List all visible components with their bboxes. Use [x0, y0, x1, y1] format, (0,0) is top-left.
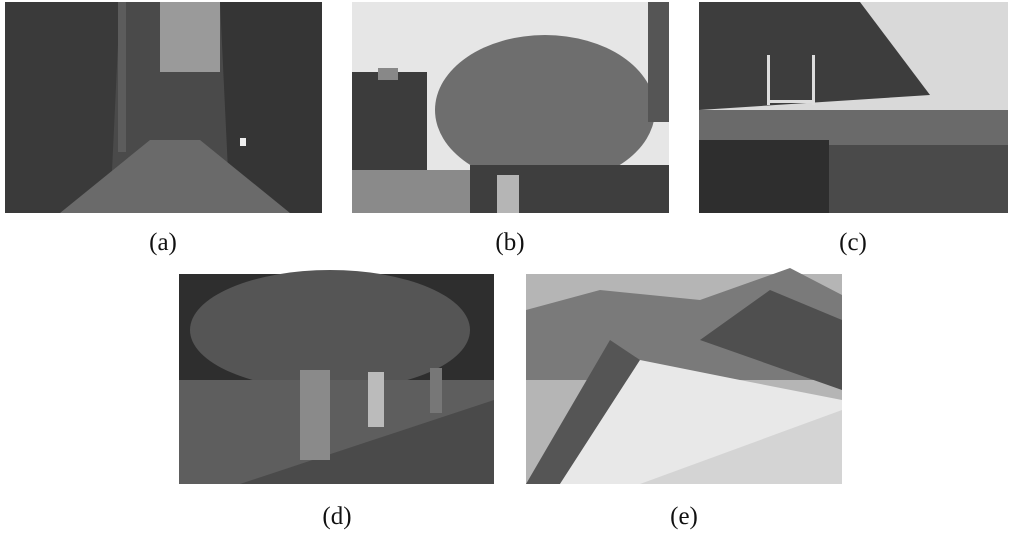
caption: (b) [495, 229, 524, 256]
photo-d [179, 270, 494, 484]
figure: (a) (b) (c) (d) (e) [0, 0, 1009, 531]
caption: (a) [149, 229, 177, 256]
caption: (c) [839, 229, 867, 256]
caption: (e) [670, 503, 698, 530]
photo-b [352, 2, 669, 213]
caption: (d) [322, 503, 351, 530]
photo-a [5, 2, 322, 213]
photo-c [699, 2, 1008, 213]
photo-e [526, 268, 842, 484]
page: (a) (b) (c) (d) (e) (() => { const data … [0, 0, 1009, 531]
